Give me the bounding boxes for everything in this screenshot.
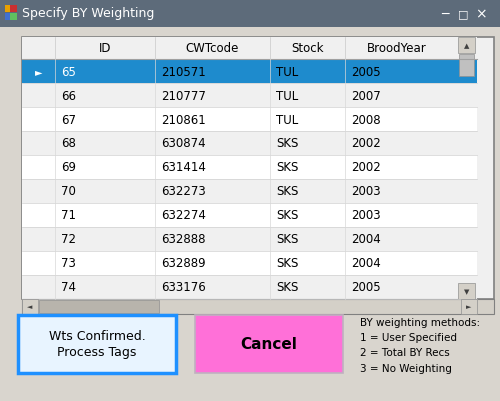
Text: TUL: TUL (276, 65, 298, 78)
Text: Specify BY Weighting: Specify BY Weighting (22, 8, 154, 20)
Bar (22, 60, 477, 84)
Text: TUL: TUL (276, 89, 298, 102)
Text: ─: ─ (442, 8, 449, 20)
Bar (22, 275, 477, 299)
Text: TUL: TUL (276, 113, 298, 126)
Bar (22, 38, 477, 299)
Bar (22, 156, 477, 180)
Text: 2002: 2002 (351, 137, 381, 150)
Text: 632889: 632889 (161, 257, 206, 270)
Bar (5, 6, 12, 13)
Bar (22, 299, 38, 314)
Text: 632888: 632888 (161, 233, 206, 246)
Text: ID: ID (99, 43, 111, 55)
Text: 65: 65 (61, 65, 76, 78)
Bar (10, 6, 17, 13)
Text: SKS: SKS (276, 257, 298, 270)
Text: 72: 72 (61, 233, 76, 246)
Text: CWTcode: CWTcode (186, 43, 239, 55)
Text: BY weighting methods:
1 = User Specified
2 = Total BY Recs
3 = No Weighting: BY weighting methods: 1 = User Specified… (360, 317, 480, 373)
Text: ►: ► (35, 67, 42, 77)
Bar (458, 38, 475, 54)
Text: 210861: 210861 (161, 113, 206, 126)
Bar (22, 180, 477, 203)
Text: 2004: 2004 (351, 233, 381, 246)
Bar (5, 14, 12, 21)
Text: ▲: ▲ (464, 43, 469, 49)
Text: BroodYear: BroodYear (366, 43, 426, 55)
Text: 210777: 210777 (161, 89, 206, 102)
Text: 2002: 2002 (351, 161, 381, 174)
Text: 73: 73 (61, 257, 76, 270)
Bar (22, 108, 477, 132)
Text: 68: 68 (61, 137, 76, 150)
Text: SKS: SKS (276, 137, 298, 150)
Text: 632273: 632273 (161, 185, 206, 198)
Text: Wts Confirmed.: Wts Confirmed. (48, 330, 146, 342)
Text: 74: 74 (61, 281, 76, 294)
Text: SKS: SKS (276, 209, 298, 222)
Text: ◄: ◄ (28, 304, 32, 310)
Text: ▼: ▼ (464, 288, 469, 294)
Text: 630874: 630874 (161, 137, 206, 150)
Text: SKS: SKS (276, 233, 298, 246)
Bar (18, 315, 176, 373)
Text: SKS: SKS (276, 185, 298, 198)
Bar (22, 299, 494, 314)
Text: 69: 69 (61, 161, 76, 174)
Text: SKS: SKS (276, 281, 298, 294)
Bar (22, 132, 477, 156)
Bar (22, 38, 477, 60)
Text: 2008: 2008 (351, 113, 380, 126)
Text: 70: 70 (61, 185, 76, 198)
Bar (461, 299, 477, 314)
Bar (39, 300, 159, 313)
Bar (458, 38, 475, 299)
Text: ►: ► (466, 304, 471, 310)
Text: 2004: 2004 (351, 257, 381, 270)
Text: 633176: 633176 (161, 281, 206, 294)
Text: Stock: Stock (291, 43, 324, 55)
Bar (195, 315, 343, 373)
Bar (458, 283, 475, 299)
Text: 2007: 2007 (351, 89, 381, 102)
Text: SKS: SKS (276, 161, 298, 174)
Text: 2005: 2005 (351, 281, 380, 294)
Text: 2003: 2003 (351, 209, 380, 222)
Bar (22, 251, 477, 275)
Text: 67: 67 (61, 113, 76, 126)
Text: 2003: 2003 (351, 185, 380, 198)
Bar (10, 14, 17, 21)
Text: 71: 71 (61, 209, 76, 222)
Text: 632274: 632274 (161, 209, 206, 222)
Text: □: □ (458, 9, 468, 19)
Bar (22, 38, 494, 299)
Text: ×: × (475, 7, 487, 21)
Text: Cancel: Cancel (240, 337, 298, 352)
Bar (55, 60, 155, 84)
Text: 631414: 631414 (161, 161, 206, 174)
Bar (22, 84, 477, 108)
Text: Process Tags: Process Tags (58, 346, 136, 358)
Text: 210571: 210571 (161, 65, 206, 78)
Text: 2005: 2005 (351, 65, 380, 78)
Bar (0, 0, 500, 28)
Text: 66: 66 (61, 89, 76, 102)
Bar (22, 203, 477, 227)
Bar (459, 55, 474, 77)
Bar (22, 227, 477, 251)
